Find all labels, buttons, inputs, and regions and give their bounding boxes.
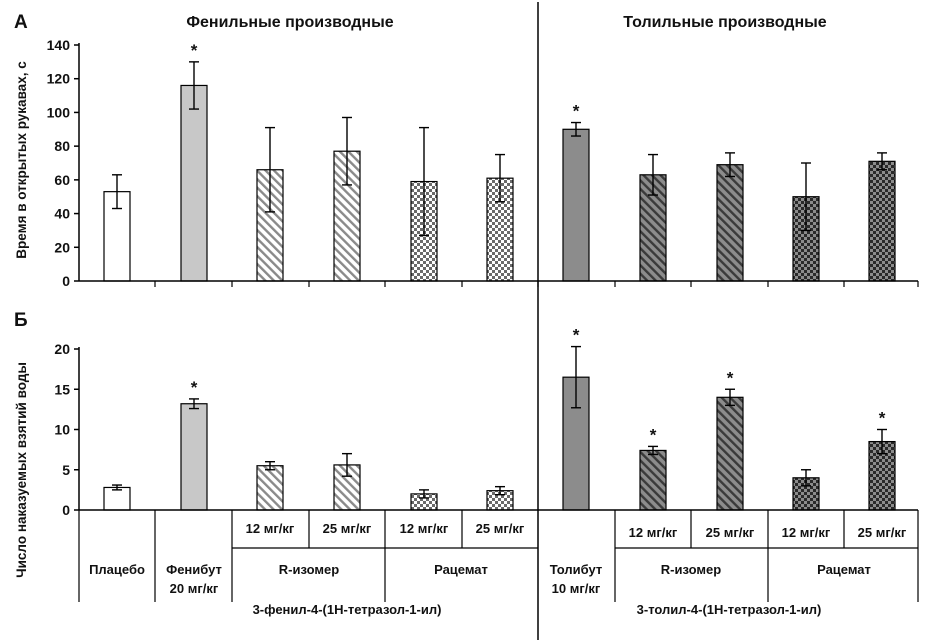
family-label-phenyl: 3-фенил-4-(1H-тетразол-1-ил) [253, 602, 442, 617]
group-label-tolibut: Толибут [550, 562, 603, 577]
y-tick-label: 20 [54, 239, 70, 255]
y-tick-label: 120 [47, 71, 71, 87]
bar [639, 449, 667, 511]
significance-marker: * [573, 102, 580, 121]
dose-label-r-phenyl-12: 12 мг/кг [246, 521, 295, 536]
group-label-racemate-tolyl: Рацемат [817, 562, 871, 577]
y-tick-label: 0 [62, 273, 70, 289]
group-label-r-isomer-tolyl: R-изомер [661, 562, 721, 577]
dose-label-rac-tolyl-25: 25 мг/кг [858, 525, 907, 540]
panel-b-letter: Б [14, 310, 28, 331]
title-phenyl-derivatives: Фенильные производные [186, 14, 393, 31]
group-label-r-isomer-phenyl: R-изомер [279, 562, 339, 577]
family-label-tolyl: 3-толил-4-(1H-тетразол-1-ил) [637, 602, 822, 617]
y-tick-label: 20 [54, 341, 70, 357]
bar [716, 396, 744, 511]
significance-marker: * [191, 41, 198, 60]
dose-label-rac-phenyl-12: 12 мг/кг [400, 521, 449, 536]
y-tick-label: 40 [54, 206, 70, 222]
panel-a-y-axis-title: Время в открытых рукавах, с [14, 61, 29, 259]
y-tick-label: 100 [47, 104, 71, 120]
group-label-tolibut-dose: 10 мг/кг [552, 581, 601, 596]
significance-marker: * [879, 409, 886, 428]
y-tick-label: 80 [54, 138, 70, 154]
y-tick-label: 60 [54, 172, 70, 188]
y-tick-label: 15 [54, 381, 70, 397]
bar [868, 160, 896, 282]
dose-label-r-phenyl-25: 25 мг/кг [323, 521, 372, 536]
title-tolyl-derivatives: Толильные производные [623, 14, 826, 31]
panel-a-letter: А [14, 12, 28, 33]
bar [180, 84, 208, 282]
bar [716, 164, 744, 282]
dose-label-rac-phenyl-25: 25 мг/кг [476, 521, 525, 536]
significance-marker: * [573, 326, 580, 345]
significance-marker: * [650, 425, 657, 444]
bar [256, 465, 284, 511]
significance-marker: * [191, 378, 198, 397]
dose-label-r-tolyl-12: 12 мг/кг [629, 525, 678, 540]
bar [562, 128, 590, 282]
dose-label-r-tolyl-25: 25 мг/кг [706, 525, 755, 540]
bar [180, 403, 208, 511]
panel-b-y-axis-title: Число наказуемых взятий воды [14, 362, 29, 578]
bar [103, 486, 131, 511]
dose-label-rac-tolyl-12: 12 мг/кг [782, 525, 831, 540]
group-label-phenibut: Фенибут [166, 562, 222, 577]
group-label-placebo: Плацебо [89, 562, 145, 577]
y-tick-label: 0 [62, 502, 70, 518]
group-label-phenibut-dose: 20 мг/кг [170, 581, 219, 596]
y-tick-label: 140 [47, 37, 71, 53]
y-tick-label: 10 [54, 422, 70, 438]
group-label-racemate-phenyl: Рацемат [434, 562, 488, 577]
y-tick-label: 5 [62, 462, 70, 478]
significance-marker: * [727, 368, 734, 387]
